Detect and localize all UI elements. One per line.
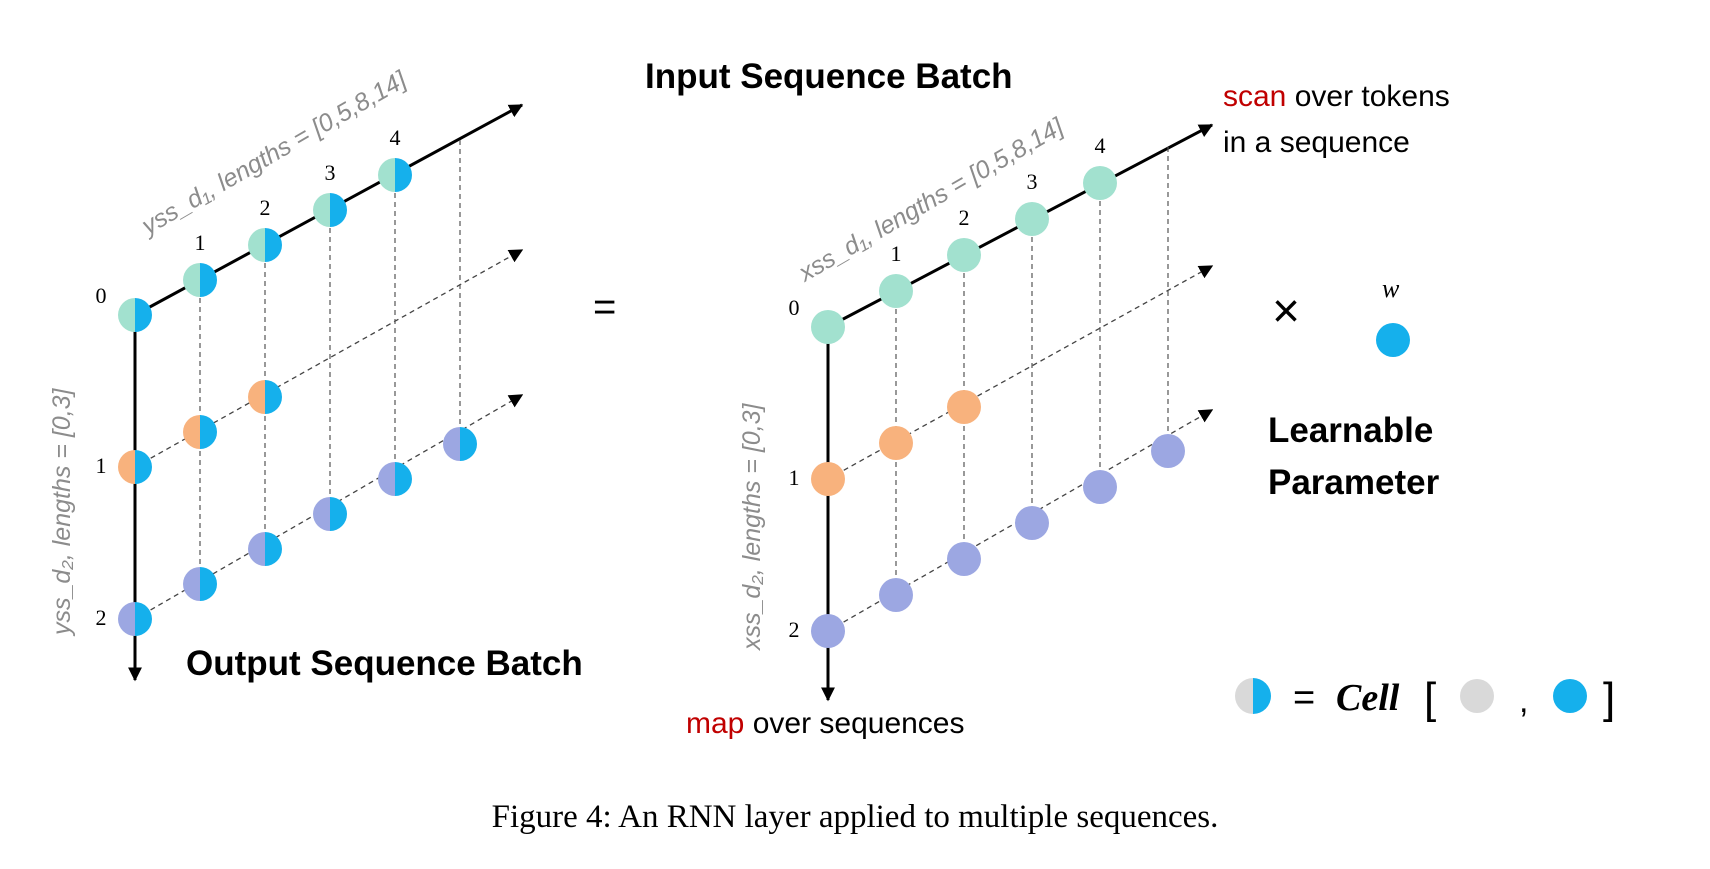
map-rest: over sequences xyxy=(744,707,964,740)
figure-caption: Figure 4: An RNN layer applied to multip… xyxy=(492,799,1219,835)
token-index-label: 3 xyxy=(325,160,336,185)
cell-seq0-tok4 xyxy=(1083,166,1117,200)
cell-seq2-tok3 xyxy=(1015,506,1049,540)
cell-seq2-tok0 xyxy=(811,614,845,648)
scan-rest: over tokens xyxy=(1286,80,1449,113)
output-batch-title: Output Sequence Batch xyxy=(186,644,583,683)
cell-seq1-tok0 xyxy=(811,462,845,496)
legend-equals: = xyxy=(1293,677,1315,719)
legend-close-bracket: ] xyxy=(1603,674,1615,723)
cell-seq2-tok0 xyxy=(118,602,152,636)
cell-seq0-tok0 xyxy=(118,298,152,332)
token-index-label: 2 xyxy=(959,205,970,230)
cell-seq0-tok3 xyxy=(1015,202,1049,236)
cell-seq2-tok4 xyxy=(378,462,412,496)
cell-seq1-tok2 xyxy=(947,390,981,424)
legend-cell-word: Cell xyxy=(1336,677,1400,719)
token-index-label: 2 xyxy=(260,195,271,220)
cell-seq0-tok2 xyxy=(248,228,282,262)
cell-seq2-tok2 xyxy=(248,532,282,566)
times-operator: × xyxy=(1272,285,1300,338)
output-d1-axis-label: yss_d₁, lengths = [0,5,8,14] xyxy=(135,65,412,241)
token-index-label: 4 xyxy=(390,125,401,150)
scan-keyword: scan xyxy=(1223,80,1286,113)
cell-seq2-tok5 xyxy=(1151,434,1185,468)
cell-seq0-tok1 xyxy=(879,274,913,308)
map-keyword: map xyxy=(686,707,744,740)
cell-seq1-tok1 xyxy=(183,415,217,449)
cell-seq1-tok0 xyxy=(118,450,152,484)
scan-annotation-line2: in a sequence xyxy=(1223,126,1410,159)
input-batch-title: Input Sequence Batch xyxy=(645,57,1013,96)
map-annotation: map over sequences xyxy=(686,707,965,740)
output-d2-axis-label: yss_d₂, lengths = [0,3] xyxy=(48,387,76,637)
sequence-index-label: 1 xyxy=(96,453,107,478)
cell-seq2-tok4 xyxy=(1083,470,1117,504)
input-sequence-batch-grid: 0 1 2 3 4 1 2 xyxy=(789,123,1214,702)
scan-annotation: scan over tokens xyxy=(1223,80,1450,113)
equals-operator: = xyxy=(593,285,616,329)
input-d2-axis-label: xss_d₂, lengths = [0,3] xyxy=(738,402,766,651)
cell-seq1-tok2 xyxy=(248,380,282,414)
weight-parameter-circle xyxy=(1376,323,1410,357)
token-index-label: 1 xyxy=(891,241,902,266)
learnable-label-line1: Learnable xyxy=(1268,411,1433,450)
token-index-label: 3 xyxy=(1027,169,1038,194)
input-d1-axis-label: xss_d₁, lengths = [0,5,8,14] xyxy=(793,112,1069,287)
output-sequence-batch-grid: 0 1 2 3 4 1 2 xyxy=(96,103,524,682)
legend-weight-circle xyxy=(1553,679,1587,713)
cell-seq2-tok3 xyxy=(313,497,347,531)
cell-seq2-tok2 xyxy=(947,542,981,576)
legend-comma: , xyxy=(1519,682,1528,720)
cell-seq0-tok2 xyxy=(947,238,981,272)
cell-seq0-tok1 xyxy=(183,263,217,297)
cell-seq1-tok1 xyxy=(879,426,913,460)
legend-half-circle xyxy=(1235,678,1271,714)
token-index-label: 1 xyxy=(195,230,206,255)
cell-seq2-tok5 xyxy=(443,427,477,461)
cell-seq0-tok4 xyxy=(378,158,412,192)
sequence-index-label: 2 xyxy=(96,605,107,630)
learnable-label-line2: Parameter xyxy=(1268,463,1440,502)
token-index-label: 0 xyxy=(96,283,107,308)
sequence-index-label: 1 xyxy=(789,465,800,490)
legend-open-bracket: [ xyxy=(1424,674,1436,723)
legend-state-circle xyxy=(1460,679,1494,713)
cell-legend: = Cell [ , ] xyxy=(1235,674,1615,723)
weight-label: w xyxy=(1382,274,1400,303)
token-index-label: 0 xyxy=(789,295,800,320)
cell-seq0-tok3 xyxy=(313,193,347,227)
cell-seq0-tok0 xyxy=(811,310,845,344)
token-index-label: 4 xyxy=(1095,133,1106,158)
sequence-index-label: 2 xyxy=(789,617,800,642)
cell-seq2-tok1 xyxy=(879,578,913,612)
cell-seq2-tok1 xyxy=(183,567,217,601)
